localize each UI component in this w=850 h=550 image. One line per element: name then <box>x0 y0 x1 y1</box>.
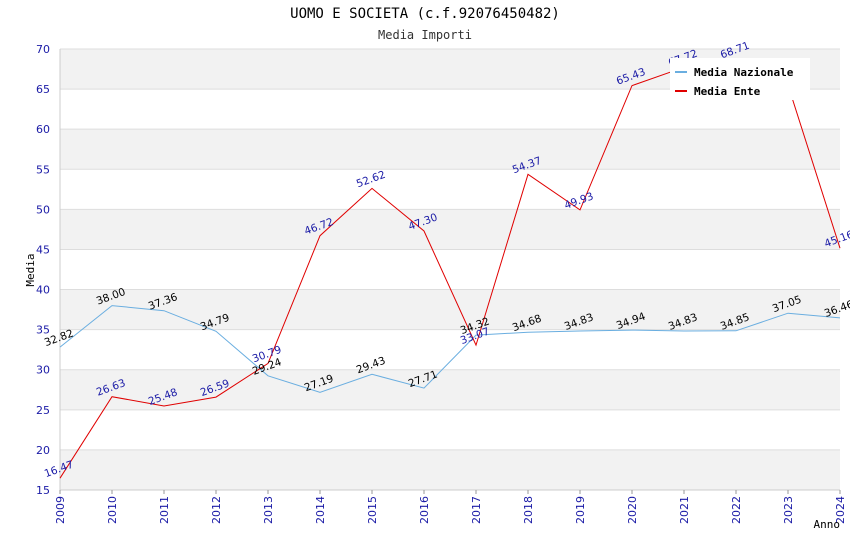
x-tick-label: 2024 <box>834 496 847 524</box>
x-tick-label: 2015 <box>366 496 379 524</box>
y-tick-label: 35 <box>36 324 50 337</box>
legend: Media Nazionale Media Ente <box>670 58 810 100</box>
data-label: 52.62 <box>355 169 387 191</box>
y-tick-label: 45 <box>36 243 50 256</box>
x-tick-label: 2018 <box>522 496 535 524</box>
y-axis-ticks: 15 20 25 30 35 40 45 50 55 60 65 70 <box>36 43 50 497</box>
legend-label: Media Ente <box>694 85 761 98</box>
y-tick-label: 55 <box>36 163 50 176</box>
legend-label: Media Nazionale <box>694 66 794 79</box>
x-tick-label: 2019 <box>574 496 587 524</box>
x-tick-label: 2016 <box>418 496 431 524</box>
series-lines <box>59 58 841 479</box>
grid-band <box>60 209 840 250</box>
chart-title: UOMO E SOCIETA (c.f.92076450482) <box>290 6 560 22</box>
x-tick-label: 2020 <box>626 496 639 524</box>
y-tick-label: 65 <box>36 83 50 96</box>
x-tick-label: 2012 <box>210 496 223 524</box>
series-line-media-nazionale <box>59 305 841 393</box>
grid-band <box>60 289 840 330</box>
x-tick-label: 2009 <box>54 496 67 524</box>
series-line-media-ente <box>59 58 841 479</box>
y-tick-label: 70 <box>36 43 50 56</box>
legend-box <box>670 58 810 100</box>
x-axis-title: Anno <box>814 518 841 531</box>
y-tick-label: 20 <box>36 444 50 457</box>
y-tick-label: 15 <box>36 484 50 497</box>
x-tick-label: 2014 <box>314 496 327 524</box>
grid-bands <box>60 48 840 491</box>
x-tick-label: 2017 <box>470 496 483 524</box>
y-tick-label: 40 <box>36 284 50 297</box>
y-tick-label: 60 <box>36 123 50 136</box>
grid-band <box>60 369 840 410</box>
x-tick-label: 2022 <box>730 496 743 524</box>
y-tick-label: 30 <box>36 364 50 377</box>
y-tick-label: 50 <box>36 203 50 216</box>
axes <box>59 49 840 491</box>
x-tick-label: 2010 <box>106 496 119 524</box>
x-tick-label: 2013 <box>262 496 275 524</box>
grid-band <box>60 449 840 490</box>
x-axis-ticks: 2009 2010 2011 2012 2013 2014 2015 2016 2017 2018… <box>54 490 847 524</box>
x-tick-label: 2011 <box>158 496 171 524</box>
x-tick-label: 2023 <box>782 496 795 524</box>
y-axis-title: Media <box>24 253 37 286</box>
grid-band <box>60 129 840 170</box>
y-tick-label: 25 <box>36 404 50 417</box>
chart-subtitle: Media Importi <box>378 28 472 42</box>
x-tick-label: 2021 <box>678 496 691 524</box>
